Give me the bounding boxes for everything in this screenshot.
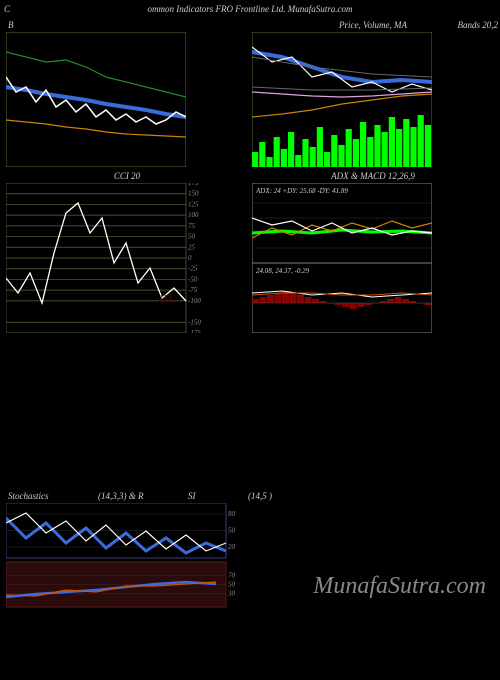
panel-bollinger: B Bands 20,2 (6, 20, 248, 167)
svg-text:150: 150 (188, 190, 199, 198)
svg-text:20: 20 (228, 543, 236, 551)
svg-text:30: 30 (227, 590, 236, 598)
svg-text:75: 75 (188, 222, 196, 230)
svg-text:-100: -100 (188, 297, 201, 305)
stoch-title-left: Stochastics (8, 491, 98, 501)
stoch-title-right: (14,5 ) (248, 491, 492, 501)
panel-price: Price, Volume, MA (252, 20, 494, 167)
svg-text:25: 25 (188, 243, 196, 251)
svg-text:70: 70 (228, 572, 236, 580)
panel-adx-macd: ADX & MACD 12,26,9 ADX: 24 +DY: 25.68 -D… (252, 171, 494, 333)
header-title: ommon Indicators FRO Frontline Ltd. Muna… (148, 4, 353, 14)
chart-bollinger (6, 32, 186, 167)
svg-text:50: 50 (188, 233, 196, 241)
svg-text:125: 125 (188, 200, 199, 208)
panel-cci: CCI 20 175 150 125 100 75 50 25 0 -25 -50 -75 -100 -… (6, 171, 248, 333)
chart-adx-macd: ADX: 24 +DY: 25.68 -DY: 41.89 24.08, 24.3… (252, 183, 432, 333)
svg-text:-150: -150 (188, 318, 201, 326)
svg-text:24.08, 24.37, -0.29: 24.08, 24.37, -0.29 (256, 267, 310, 275)
svg-text:-75: -75 (188, 286, 198, 294)
header-left-char: C (4, 4, 10, 14)
svg-text:0: 0 (188, 254, 192, 262)
page-header: C ommon Indicators FRO Frontline Ltd. Mu… (0, 0, 500, 16)
svg-text:100: 100 (188, 211, 199, 219)
svg-text:-25: -25 (188, 265, 198, 273)
cci-title: CCI 20 (6, 171, 248, 183)
svg-text:50: 50 (228, 581, 236, 589)
watermark-text: MunafaSutra.com (313, 573, 486, 600)
chart-cci: 175 150 125 100 75 50 25 0 -25 -50 -75 -100 -150 -175… (6, 183, 216, 333)
chart-stochastics: 805020705030 (6, 503, 251, 613)
svg-text:50: 50 (228, 527, 236, 535)
svg-text:-50: -50 (188, 275, 198, 283)
svg-text:80: 80 (228, 510, 236, 518)
chart-grid: B Bands 20,2 Price, Volume, MA CCI 20 17… (0, 16, 500, 337)
bb-title-left: B (8, 20, 14, 30)
adx-title: ADX & MACD 12,26,9 (252, 171, 494, 183)
price-title: Price, Volume, MA (252, 20, 494, 32)
svg-text:175: 175 (188, 183, 199, 187)
chart-price (252, 32, 432, 167)
stoch-title-mid: (14,3,3) & R (98, 491, 188, 501)
svg-text:-175: -175 (188, 329, 201, 333)
stoch-title-mid2: SI (188, 491, 248, 501)
svg-text:-113: -113 (156, 293, 172, 303)
svg-text:ADX: 24 +DY: 25.68 -DY: 41.8: ADX: 24 +DY: 25.68 -DY: 41.89 (255, 187, 348, 195)
